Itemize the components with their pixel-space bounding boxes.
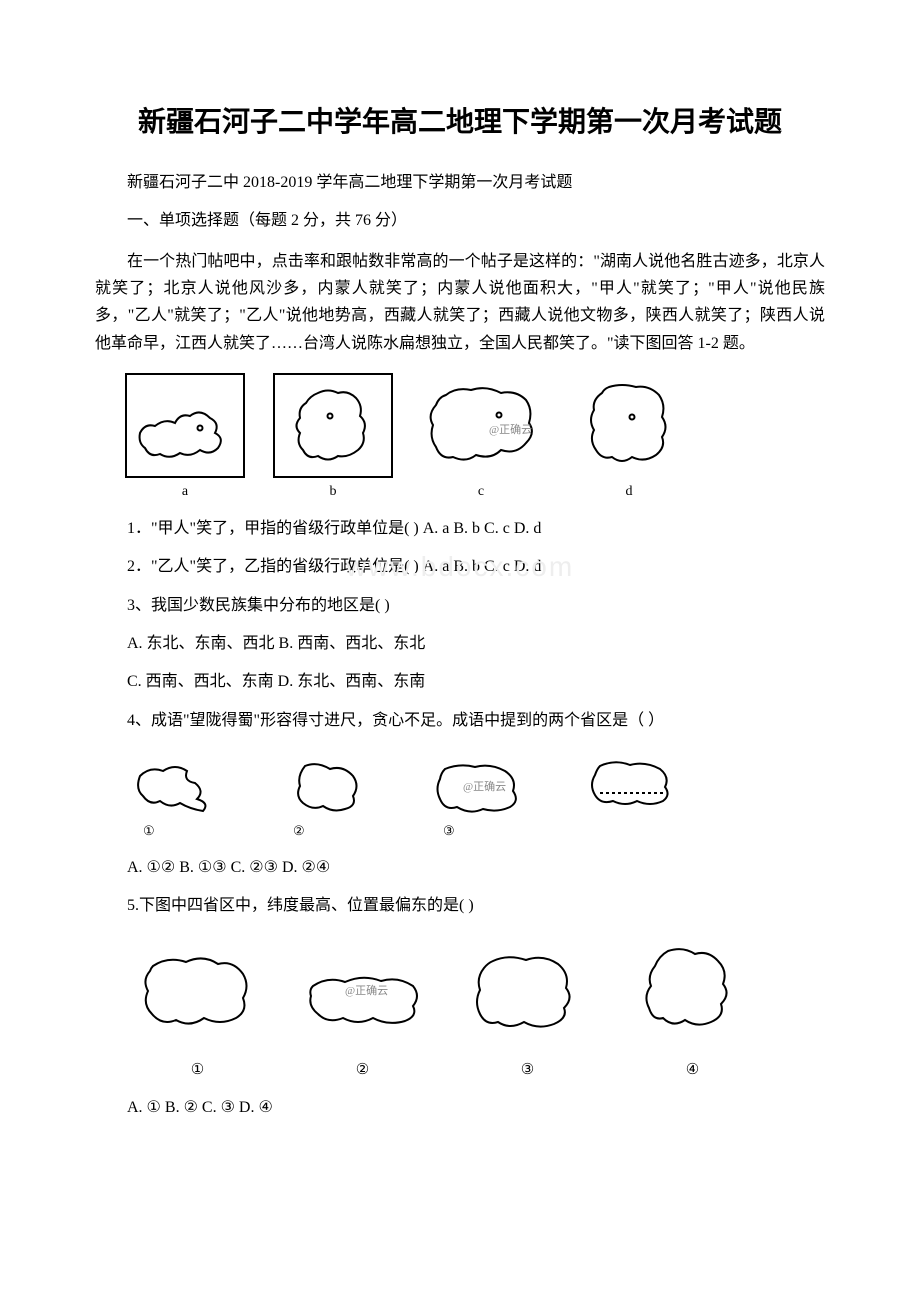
map3-label-3: ③ — [455, 1060, 600, 1079]
question-5-options: A. ① B. ② C. ③ D. ④ — [95, 1093, 825, 1123]
map-label-b: b — [273, 484, 393, 500]
map2-label-4 — [575, 823, 685, 839]
watermark-icon: @正确云 — [463, 778, 506, 794]
map-b — [273, 373, 393, 478]
document-title: 新疆石河子二中学年高二地理下学期第一次月考试题 — [95, 100, 825, 140]
map3-label-4: ④ — [620, 1060, 765, 1079]
map-label-a: a — [125, 484, 245, 500]
passage-text: 在一个热门帖吧中，点击率和跟帖数非常高的一个帖子是这样的："湖南人说他名胜古迹多… — [95, 248, 825, 357]
map2-label-3: ③ — [425, 823, 535, 839]
map2-label-2: ② — [275, 823, 385, 839]
map-a — [125, 373, 245, 478]
map2-4 — [575, 748, 685, 823]
watermark-icon: @正确云 — [489, 421, 532, 437]
map3-1 — [125, 934, 270, 1054]
map3-3 — [455, 934, 600, 1054]
question-3: 3、我国少数民族集中分布的地区是( ) — [95, 591, 825, 621]
question-3-options-b: C. 西南、西北、东南 D. 东北、西南、东南 — [95, 667, 825, 697]
map-label-d: d — [569, 484, 689, 500]
question-2: 2．"乙人"笑了，乙指的省级行政单位是( ) A. a B. b C. c D.… — [95, 552, 825, 582]
map-label-c: c — [421, 484, 541, 500]
map-figure-2: @正确云 ① ② ③ — [125, 748, 825, 839]
map2-1 — [125, 748, 235, 823]
map3-label-1: ① — [125, 1060, 270, 1079]
map3-label-2: ② — [290, 1060, 435, 1079]
section-header: 一、单项选择题（每题 2 分，共 76 分） — [95, 206, 825, 230]
question-5: 5.下图中四省区中，纬度最高、位置最偏东的是( ) — [95, 891, 825, 921]
question-1: 1．"甲人"笑了，甲指的省级行政单位是( ) A. a B. b C. c D.… — [95, 514, 825, 544]
map3-2: @正确云 — [290, 934, 435, 1054]
map2-2 — [275, 748, 385, 823]
document-subtitle: 新疆石河子二中 2018-2019 学年高二地理下学期第一次月考试题 — [95, 168, 825, 192]
question-4-options: A. ①② B. ①③ C. ②③ D. ②④ — [95, 853, 825, 883]
map2-label-1: ① — [125, 823, 235, 839]
map3-4 — [620, 934, 765, 1054]
map-figure-3: @正确云 ① ② ③ ④ — [125, 934, 825, 1079]
map-d — [569, 373, 689, 478]
watermark-icon: @正确云 — [345, 982, 388, 998]
question-3-options-a: A. 东北、东南、西北 B. 西南、西北、东北 — [95, 629, 825, 659]
map-c: @正确云 — [421, 373, 541, 478]
map2-3: @正确云 — [425, 748, 535, 823]
question-4: 4、成语"望陇得蜀"形容得寸进尺，贪心不足。成语中提到的两个省区是（ ） — [95, 706, 825, 736]
map-figure-1: @正确云 a b c d — [125, 373, 825, 500]
